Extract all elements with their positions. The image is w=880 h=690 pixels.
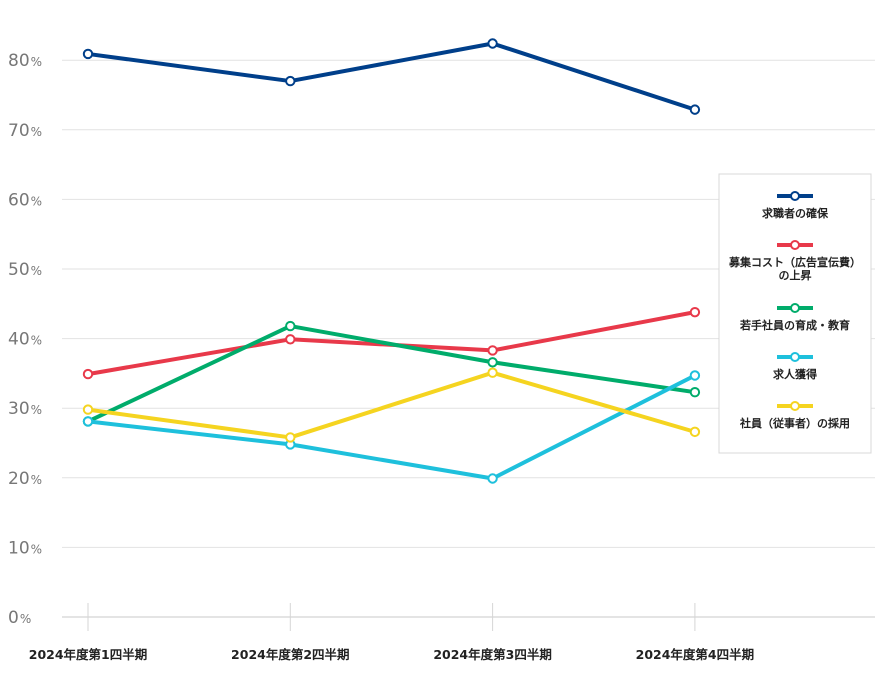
legend-item: 若手社員の育成・教育 — [740, 303, 850, 332]
series-line — [86, 370, 697, 440]
data-point — [487, 357, 498, 368]
y-tick-label: 20% — [8, 469, 42, 489]
series-4 — [82, 367, 701, 443]
x-tick-label: 2024年度第3四半期 — [433, 647, 552, 662]
legend-label: 社員（従事者）の採用 — [739, 416, 850, 430]
series-line — [86, 373, 697, 481]
series-line — [86, 324, 697, 424]
legend-swatch-marker — [790, 352, 800, 362]
legend-label: の上昇 — [779, 268, 812, 282]
x-axis: 2024年度第1四半期 2024年度第2四半期 2024年度第3四半期 2024年度第… — [29, 603, 754, 662]
y-tick-label: 80% — [8, 51, 42, 71]
y-tick-label: 10% — [8, 538, 42, 558]
data-point — [285, 320, 296, 332]
data-point — [487, 473, 498, 484]
data-point — [285, 75, 296, 87]
series-line — [86, 41, 697, 112]
legend-label: 求職者の確保 — [762, 206, 829, 220]
y-axis: 0% 10% 20% 30% 40% 50% 60% 70% 80% — [8, 51, 42, 628]
legend-item: 求人獲得 — [773, 352, 817, 381]
data-point — [82, 48, 94, 60]
data-point — [689, 386, 701, 398]
legend-label: 求人獲得 — [773, 367, 817, 381]
legend-swatch-marker — [790, 191, 800, 201]
legend: 求職者の確保募集コスト（広告宣伝費）の上昇若手社員の育成・教育求人獲得社員（従事… — [718, 173, 872, 454]
y-tick-label: 70% — [8, 121, 42, 141]
y-tick-label: 60% — [8, 190, 42, 210]
data-point — [82, 416, 94, 427]
legend-label: 若手社員の育成・教育 — [740, 318, 850, 332]
data-point — [487, 38, 498, 49]
y-tick-label: 30% — [8, 399, 42, 419]
x-tick-label: 2024年度第4四半期 — [636, 647, 755, 662]
data-point — [689, 426, 701, 438]
x-tick-label: 2024年度第1四半期 — [29, 647, 148, 662]
legend-swatch-marker — [790, 303, 800, 313]
series-2 — [82, 320, 701, 427]
legend-item: 社員（従事者）の採用 — [739, 401, 850, 430]
data-point — [689, 370, 701, 381]
y-tick-label: 40% — [8, 330, 42, 350]
data-point — [689, 306, 701, 318]
y-tick-label: 0% — [8, 608, 31, 628]
data-point — [689, 104, 701, 115]
series-3 — [82, 370, 701, 484]
legend-item: 求職者の確保 — [762, 191, 829, 220]
legend-item: 募集コスト（広告宣伝費）の上昇 — [728, 240, 861, 282]
series-0 — [82, 38, 701, 115]
data-point — [82, 368, 94, 380]
data-point — [487, 345, 498, 356]
legend-swatch-marker — [790, 401, 800, 411]
x-tick-label: 2024年度第2四半期 — [231, 647, 350, 662]
legend-swatch-marker — [790, 240, 800, 250]
grid-lines — [62, 59, 875, 618]
y-tick-label: 50% — [8, 260, 42, 280]
legend-label: 募集コスト（広告宣伝費） — [728, 255, 861, 269]
series-lines — [82, 38, 701, 484]
data-point — [82, 404, 94, 415]
data-point — [285, 334, 296, 345]
data-point — [285, 432, 296, 443]
data-point — [487, 367, 498, 378]
